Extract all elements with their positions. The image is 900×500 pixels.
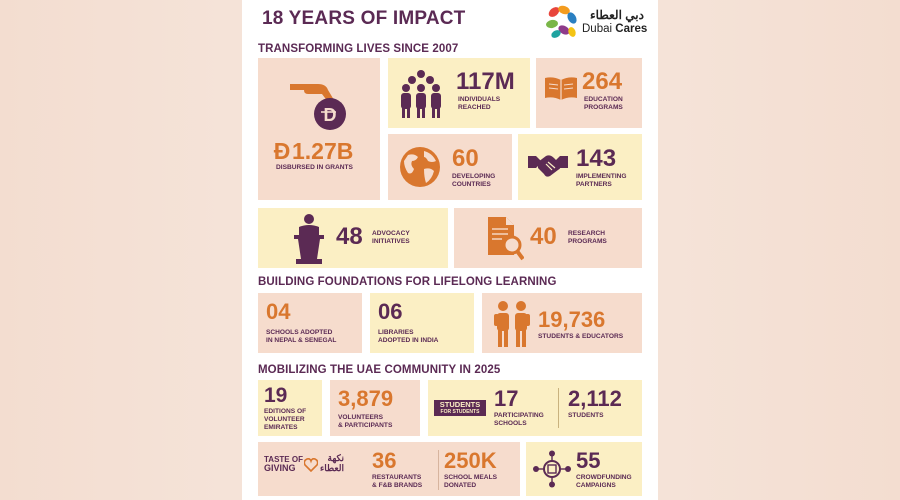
students-for-students-logo: STUDENTS FOR STUDENTS: [434, 400, 486, 416]
meals-value: 250K: [444, 448, 497, 473]
students-educators-value: 19,736: [538, 307, 606, 332]
svg-text:D: D: [324, 105, 337, 125]
dirham-symbol-icon: Đ: [273, 138, 291, 164]
volunteers-value: 3,879: [338, 386, 394, 411]
students-icon: [494, 301, 530, 347]
people-group-icon: [401, 70, 441, 118]
globe-icon: [400, 147, 440, 187]
editions-value: 19: [264, 384, 288, 407]
hands-emblem-icon: [546, 5, 577, 38]
stat-tile-students-for-students: STUDENTS FOR STUDENTS 17 PARTICIPATING S…: [428, 380, 642, 436]
stat-tile-countries: 60 DEVELOPING COUNTRIES: [388, 134, 512, 200]
stat-tile-individuals: 117M INDIVIDUALS REACHED: [388, 58, 530, 128]
page-title: 18 YEARS OF IMPACT: [262, 8, 466, 29]
students-for-students-logo-line2: FOR STUDENTS: [440, 408, 480, 415]
stat-tile-crowdfunding: 55 CROWDFUNDING CAMPAIGNS: [526, 442, 642, 496]
editions-label: EDITIONS OF VOLUNTEER EMIRATES: [264, 408, 307, 432]
sfs-students-label: STUDENTS: [568, 412, 604, 419]
podium-speaker-icon: [294, 214, 324, 264]
document-magnifier-icon: [488, 217, 524, 261]
grants-value: Đ1.27B: [272, 138, 354, 164]
grants-value-number: 1.27B: [292, 138, 354, 164]
handshake-icon: [528, 155, 568, 177]
individuals-label: INDIVIDUALS REACHED: [458, 96, 501, 112]
research-label: RESEARCH PROGRAMS: [568, 230, 607, 246]
restaurants-label: RESTAURANTS & F&B BRANDS: [372, 474, 423, 490]
crowdfunding-value: 55: [576, 448, 601, 473]
participating-schools-value: 17: [494, 386, 519, 411]
stat-tile-education: 264 EDUCATION PROGRAMS: [536, 58, 642, 128]
partners-label: IMPLEMENTING PARTNERS: [576, 173, 627, 189]
stat-tile-schools-adopted: 04 SCHOOLS ADOPTED IN NEPAL & SENEGAL: [258, 293, 362, 353]
section-heading-foundations: BUILDING FOUNDATIONS FOR LIFELONG LEARNI…: [258, 276, 557, 288]
hand-coin-icon: D: [290, 84, 346, 130]
dubai-cares-logo: دبي العطاء Dubai Cares: [542, 2, 654, 42]
meals-label: SCHOOL MEALS DONATED: [444, 474, 497, 490]
grants-label: DISBURSED IN GRANTS: [276, 164, 353, 171]
restaurants-value: 36: [372, 448, 397, 473]
schools-adopted-value: 04: [266, 299, 291, 324]
individuals-value: 117M: [456, 68, 515, 95]
crowdfunding-label: CROWDFUNDING CAMPAIGNS: [576, 474, 632, 490]
students-educators-label: STUDENTS & EDUCATORS: [538, 333, 624, 340]
infographic-poster: 18 YEARS OF IMPACT دبي العطاء Dubai Care…: [242, 0, 658, 500]
advocacy-label: ADVOCACY INITIATIVES: [372, 230, 410, 246]
taste-of-giving-line1: TASTE OF: [264, 455, 303, 464]
crowdfunding-network-icon: [533, 450, 571, 488]
education-label: EDUCATION PROGRAMS: [584, 96, 623, 112]
section-heading-transforming: TRANSFORMING LIVES SINCE 2007: [258, 43, 459, 55]
stat-tile-grants: D Đ1.27B DISBURSED IN GRANTS: [258, 58, 380, 200]
logo-name-part1: Dubai: [582, 23, 613, 35]
sfs-students-value: 2,112: [568, 386, 622, 411]
divider: [438, 450, 439, 490]
taste-of-giving-ar-line2: العطاء: [320, 462, 344, 473]
countries-value: 60: [452, 145, 479, 172]
divider: [558, 388, 559, 428]
taste-of-giving-ar-line1: نكهة: [327, 453, 344, 463]
logo-name-part2: Cares: [615, 23, 648, 35]
libraries-adopted-label: LIBRARIES ADOPTED IN INDIA: [378, 329, 439, 345]
participating-schools-label: PARTICIPATING SCHOOLS: [494, 412, 544, 428]
stat-tile-students-educators: 19,736 STUDENTS & EDUCATORS: [482, 293, 642, 353]
heart-icon: [304, 458, 318, 472]
volunteers-label: VOLUNTEERS & PARTICIPANTS: [338, 414, 393, 430]
logo-english-text: Dubai Cares: [582, 23, 647, 35]
stat-tile-advocacy: 48 ADVOCACY INITIATIVES: [258, 208, 448, 268]
stat-tile-libraries-adopted: 06 LIBRARIES ADOPTED IN INDIA: [370, 293, 474, 353]
schools-adopted-label: SCHOOLS ADOPTED IN NEPAL & SENEGAL: [266, 329, 337, 345]
education-value: 264: [582, 68, 623, 95]
advocacy-value: 48: [336, 223, 363, 250]
taste-of-giving-line2: GIVING: [264, 463, 296, 474]
taste-of-giving-logo-en: TASTE OF GIVING: [264, 455, 303, 474]
stat-tile-partners: 143 IMPLEMENTING PARTNERS: [518, 134, 642, 200]
students-for-students-logo-line1: STUDENTS: [439, 400, 481, 409]
open-book-icon: [545, 77, 577, 100]
research-value: 40: [530, 223, 557, 250]
countries-label: DEVELOPING COUNTRIES: [452, 173, 496, 189]
stat-tile-taste-of-giving: TASTE OF GIVING نكهة العطاء 36 RESTAURAN…: [258, 442, 520, 496]
section-heading-community: MOBILIZING THE UAE COMMUNITY IN 2025: [258, 364, 501, 376]
libraries-adopted-value: 06: [378, 299, 403, 324]
stat-tile-editions: 19 EDITIONS OF VOLUNTEER EMIRATES: [258, 380, 322, 436]
logo-arabic-text: دبي العطاء: [590, 8, 644, 22]
taste-of-giving-logo-ar: نكهة العطاء: [320, 453, 344, 474]
partners-value: 143: [576, 145, 617, 172]
stat-tile-volunteers: 3,879 VOLUNTEERS & PARTICIPANTS: [330, 380, 420, 436]
stat-tile-research: 40 RESEARCH PROGRAMS: [454, 208, 642, 268]
